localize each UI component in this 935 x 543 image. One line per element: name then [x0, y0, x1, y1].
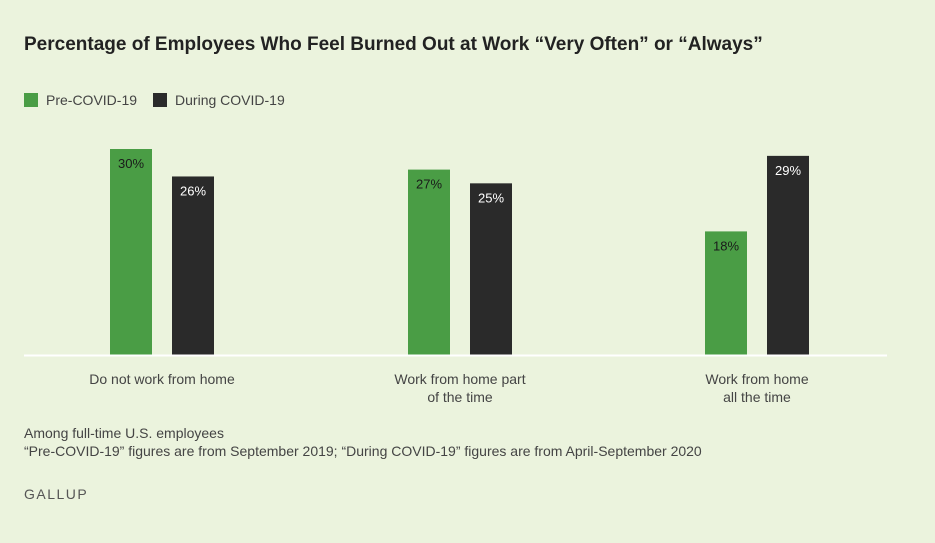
bar-during-2 — [767, 155, 809, 355]
bar-chart: 30% 26% Do not work from home 27% 25% Work fr… — [24, 149, 887, 405]
bar-value-label: 27% — [416, 177, 442, 192]
bar-pre-1 — [408, 169, 450, 355]
chart-notes: Among full-time U.S. employees “Pre-COVI… — [24, 424, 702, 460]
bar-during-0 — [172, 176, 214, 355]
category-label: all the time — [723, 389, 791, 405]
bar-value-label: 25% — [478, 190, 504, 205]
bar-value-label: 26% — [180, 183, 206, 198]
category-label: Work from home — [705, 371, 808, 387]
legend-label-during: During COVID-19 — [175, 92, 285, 108]
category-label: Do not work from home — [89, 371, 235, 387]
legend-swatch-during — [153, 93, 168, 107]
bar-value-label: 30% — [118, 156, 144, 171]
gallup-brand: GALLUP — [24, 486, 89, 502]
legend-label-pre: Pre-COVID-19 — [46, 92, 138, 108]
bar-during-1 — [470, 183, 512, 355]
bar-pre-2 — [705, 231, 747, 355]
bar-value-label: 18% — [713, 238, 739, 253]
bar-pre-0 — [110, 149, 152, 355]
category-label: of the time — [427, 389, 493, 405]
category-label: Work from home part — [394, 371, 525, 387]
note-timeframe: “Pre-COVID-19” figures are from Septembe… — [24, 443, 702, 459]
legend-item-pre: Pre-COVID-19 — [24, 92, 137, 108]
chart-title: Percentage of Employees Who Feel Burned … — [24, 34, 763, 55]
legend: Pre-COVID-19 During COVID-19 — [24, 92, 301, 108]
note-population: Among full-time U.S. employees — [24, 425, 224, 441]
legend-item-during: During COVID-19 — [153, 92, 285, 108]
bar-value-label: 29% — [775, 163, 801, 178]
legend-swatch-pre — [24, 93, 38, 107]
